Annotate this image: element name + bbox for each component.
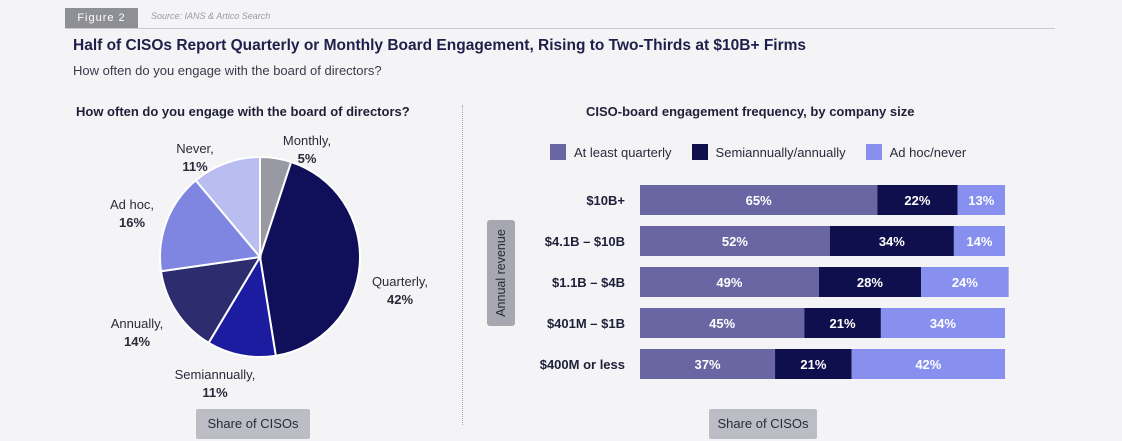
pie-label-0: Monthly,: [283, 133, 331, 148]
legend-label-quarterly: At least quarterly: [574, 144, 672, 160]
figure-tag: Figure 2: [65, 8, 138, 28]
pie-value-2: 11%: [202, 385, 228, 400]
y-axis-title-box: Annual revenue: [487, 220, 515, 326]
pie-value-4: 16%: [119, 215, 145, 230]
pie-slice-1: [258, 160, 361, 357]
bar-category-label-0: $10B+: [586, 193, 625, 208]
pie-chart-title: How often do you engage with the board o…: [76, 104, 410, 119]
pie-value-0: 5%: [298, 151, 317, 166]
bar-value-label-3-2: 34%: [930, 316, 956, 331]
bar-value-label-1-0: 52%: [722, 234, 748, 249]
bar-value-label-2-1: 28%: [857, 275, 883, 290]
bar-category-label-1: $4.1B – $10B: [545, 234, 625, 249]
bar-segment-0-1: [877, 185, 958, 215]
bar-value-label-3-0: 45%: [709, 316, 735, 331]
bar-value-label-2-2: 24%: [952, 275, 978, 290]
source-note: Source: IANS & Artico Search: [151, 11, 271, 21]
bar-segment-3-2: [880, 308, 1005, 338]
pie-value-1: 42%: [387, 292, 413, 307]
pie-slice-2: [207, 254, 277, 358]
figure-title: Half of CISOs Report Quarterly or Monthl…: [73, 37, 807, 54]
legend-swatch-semiannual: [691, 144, 708, 160]
pie-footer-label: Share of CISOs: [196, 409, 310, 439]
bar-value-label-3-1: 21%: [830, 316, 856, 331]
pie-value-3: 14%: [124, 334, 150, 349]
legend-item-adhoc: Ad hoc/never: [865, 144, 967, 160]
bar-footer-label: Share of CISOs: [709, 409, 817, 439]
bar-value-label-0-0: 65%: [746, 193, 772, 208]
bar-category-label-4: $400M or less: [540, 357, 625, 372]
bar-value-label-0-1: 22%: [904, 193, 930, 208]
figure-subtitle: How often do you engage with the board o…: [73, 63, 382, 78]
bar-segment-3-1: [804, 308, 881, 338]
legend-label-adhoc: Ad hoc/never: [889, 144, 967, 160]
pie-slice-4: [159, 178, 262, 273]
bar-chart-title: CISO-board engagement frequency, by comp…: [586, 104, 915, 119]
bar-segment-2-0: [640, 267, 819, 297]
legend-swatch-quarterly: [550, 144, 566, 160]
bar-value-label-1-2: 14%: [966, 234, 992, 249]
bar-segment-2-2: [921, 267, 1009, 297]
legend-label-semiannual: Semiannually/annually: [715, 144, 846, 160]
bar-segment-1-0: [640, 226, 830, 256]
figure-header-bar: Figure 2 Source: IANS & Artico Search: [65, 8, 1055, 29]
bar-value-label-4-1: 21%: [800, 357, 826, 372]
bar-value-label-4-0: 37%: [695, 357, 721, 372]
legend-item-quarterly: At least quarterly: [550, 144, 672, 160]
bar-segment-1-1: [829, 226, 954, 256]
legend-item-semiannual: Semiannually/annually: [691, 144, 846, 160]
pie-label-4: Ad hoc,: [110, 197, 154, 212]
pie-label-2: Semiannually,: [175, 367, 256, 382]
bar-segment-0-0: [640, 185, 878, 215]
y-axis-title: Annual revenue: [494, 229, 508, 317]
bar-legend: At least quarterly Semiannually/annually…: [550, 144, 966, 160]
bar-segment-1-2: [953, 226, 1005, 256]
bar-category-label-3: $401M – $1B: [547, 316, 625, 331]
pie-label-5: Never,: [176, 141, 214, 156]
bar-value-label-2-0: 49%: [716, 275, 742, 290]
bar-category-label-2: $1.1B – $4B: [552, 275, 625, 290]
bar-segment-3-0: [640, 308, 805, 338]
bar-value-label-1-1: 34%: [879, 234, 905, 249]
bar-value-label-4-2: 42%: [915, 357, 941, 372]
bar-value-label-0-2: 13%: [968, 193, 994, 208]
pie-label-1: Quarterly,: [372, 274, 428, 289]
bar-segment-0-2: [957, 185, 1005, 215]
bar-segment-2-1: [818, 267, 922, 297]
pie-value-5: 11%: [182, 159, 208, 174]
legend-swatch-adhoc: [865, 144, 882, 160]
panel-divider: [462, 105, 463, 425]
bar-segment-4-0: [640, 349, 776, 379]
pie-label-3: Annually,: [111, 316, 164, 331]
bar-segment-4-2: [851, 349, 1005, 379]
bar-segment-4-1: [775, 349, 852, 379]
pie-slice-5: [194, 155, 261, 260]
pie-slice-3: [159, 255, 262, 345]
